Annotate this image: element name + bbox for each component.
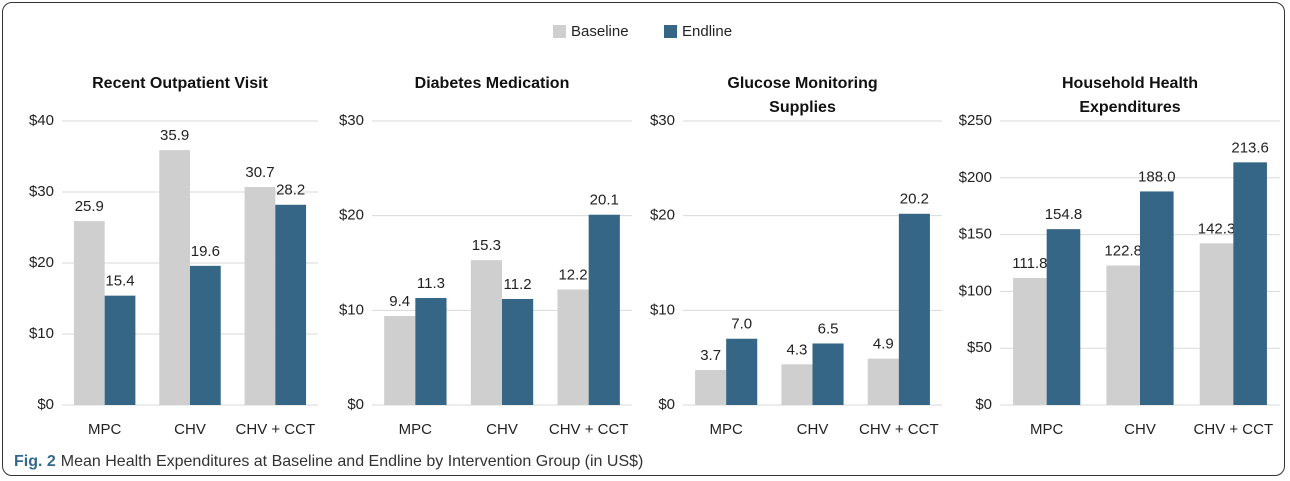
x-tick-label: MPC (1030, 421, 1064, 438)
y-tick-label: $20 (339, 207, 364, 224)
bar (812, 343, 844, 405)
legend-label: Endline (682, 23, 732, 40)
value-label: 4.3 (787, 341, 808, 358)
y-tick-label: $30 (29, 183, 54, 200)
bar (244, 187, 276, 405)
legend-swatch (664, 25, 677, 38)
value-label: 15.4 (105, 273, 134, 290)
bar (384, 316, 416, 405)
value-label: 9.4 (389, 293, 410, 310)
y-tick-label: $20 (650, 207, 675, 224)
bar (73, 221, 105, 405)
bar (1233, 162, 1267, 405)
bar (502, 298, 534, 405)
y-tick-label: $30 (339, 112, 364, 129)
x-tick-label: MPC (88, 421, 122, 438)
value-label: 4.9 (873, 336, 894, 353)
bar (1199, 243, 1234, 405)
x-tick-label: MPC (399, 421, 433, 438)
bar (470, 260, 502, 405)
caption: Fig. 2 Mean Health Expenditures at Baseli… (14, 453, 643, 471)
bar (867, 358, 899, 405)
bar (726, 338, 758, 405)
bar (1013, 277, 1047, 405)
caption-label: Fig. 2 (14, 453, 56, 470)
legend-swatch (553, 25, 566, 38)
y-tick-label: $10 (339, 301, 364, 318)
x-tick-label: CHV + CCT (236, 421, 316, 438)
bar (104, 295, 136, 405)
y-tick-label: $100 (959, 282, 992, 299)
value-label: 12.2 (558, 266, 587, 283)
chart-title: Diabetes Medication (414, 75, 570, 92)
bar (159, 150, 190, 405)
chart-title: Glucose Monitoring Supplies (727, 75, 878, 116)
chart-title: Household Health Expenditures (1061, 75, 1198, 116)
x-tick-label: CHV + CCT (1194, 421, 1274, 438)
bar (1140, 191, 1174, 405)
value-label: 20.1 (590, 192, 619, 209)
bar (557, 289, 589, 405)
bar (190, 265, 221, 405)
y-tick-label: $20 (29, 254, 54, 271)
y-tick-label: $0 (347, 396, 364, 413)
x-tick-label: CHV + CCT (859, 421, 939, 438)
value-label: 15.3 (472, 237, 501, 254)
chart-title: Recent Outpatient Visit (92, 75, 268, 92)
y-tick-label: $0 (975, 396, 992, 413)
y-tick-label: $200 (959, 169, 992, 186)
y-tick-label: $150 (959, 226, 992, 243)
x-tick-label: CHV (1124, 421, 1156, 438)
y-tick-label: $10 (650, 301, 675, 318)
value-label: 28.2 (276, 182, 305, 199)
value-label: 188.0 (1138, 168, 1176, 185)
value-label: 213.6 (1231, 139, 1269, 156)
value-label: 30.7 (245, 164, 274, 181)
x-tick-label: CHV (174, 421, 206, 438)
value-label: 142.3 (1198, 220, 1236, 237)
bar (695, 369, 727, 405)
value-label: 154.8 (1045, 206, 1083, 223)
y-tick-label: $0 (658, 396, 675, 413)
y-tick-label: $10 (29, 325, 54, 342)
caption-text: Mean Health Expenditures at Baseline and… (60, 453, 644, 470)
bar (898, 213, 930, 405)
value-label: 122.8 (1104, 242, 1142, 259)
legend-label: Baseline (571, 23, 629, 40)
value-label: 6.5 (818, 320, 839, 337)
x-tick-label: MPC (709, 421, 743, 438)
y-tick-label: $250 (959, 112, 992, 129)
value-label: 19.6 (191, 243, 220, 260)
value-label: 7.0 (731, 316, 752, 333)
x-tick-label: CHV (797, 421, 829, 438)
value-label: 111.8 (1012, 255, 1047, 272)
bar (415, 298, 447, 405)
value-label: 11.2 (504, 276, 532, 293)
y-tick-label: $40 (29, 112, 54, 129)
y-tick-label: $30 (650, 112, 675, 129)
y-tick-label: $50 (967, 339, 992, 356)
value-label: 25.9 (75, 198, 104, 215)
bar (1046, 229, 1081, 405)
x-tick-label: CHV + CCT (549, 421, 629, 438)
bar (1106, 265, 1140, 405)
bar (588, 214, 620, 405)
value-label: 35.9 (160, 127, 189, 144)
value-label: 11.3 (417, 275, 445, 292)
x-tick-label: CHV (486, 421, 518, 438)
bar (275, 204, 307, 405)
y-tick-label: $0 (37, 396, 54, 413)
value-label: 3.7 (700, 347, 721, 364)
bar (781, 364, 813, 405)
value-label: 20.2 (900, 191, 929, 208)
